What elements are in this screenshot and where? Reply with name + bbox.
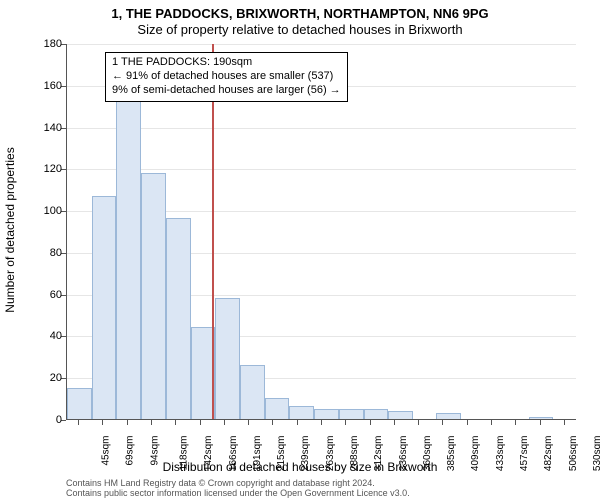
chart-title-sub: Size of property relative to detached ho… bbox=[0, 22, 600, 37]
annotation-line1: 1 THE PADDOCKS: 190sqm bbox=[112, 56, 341, 70]
ytick-label: 120 bbox=[32, 163, 62, 175]
ytick-label: 180 bbox=[32, 38, 62, 50]
xtick-mark bbox=[297, 420, 298, 425]
bar bbox=[529, 417, 554, 419]
xtick-mark bbox=[102, 420, 103, 425]
ytick-label: 80 bbox=[32, 247, 62, 259]
xtick-mark bbox=[540, 420, 541, 425]
bar bbox=[215, 298, 240, 419]
annotation-box: 1 THE PADDOCKS: 190sqm ← 91% of detached… bbox=[105, 52, 348, 102]
bar bbox=[92, 196, 117, 420]
bar bbox=[289, 406, 314, 419]
ytick-label: 20 bbox=[32, 372, 62, 384]
xtick-mark bbox=[442, 420, 443, 425]
bar bbox=[436, 413, 461, 419]
xtick-mark bbox=[345, 420, 346, 425]
xtick-mark bbox=[321, 420, 322, 425]
xtick-mark bbox=[394, 420, 395, 425]
footer-line2: Contains public sector information licen… bbox=[66, 488, 410, 498]
bar bbox=[166, 218, 191, 419]
ytick-label: 160 bbox=[32, 80, 62, 92]
xtick-mark bbox=[175, 420, 176, 425]
footer-attribution: Contains HM Land Registry data © Crown c… bbox=[66, 478, 410, 499]
x-axis-label: Distribution of detached houses by size … bbox=[0, 460, 600, 474]
bar bbox=[141, 173, 166, 419]
bar bbox=[364, 409, 389, 419]
xtick-mark bbox=[151, 420, 152, 425]
xtick-mark bbox=[418, 420, 419, 425]
bar bbox=[388, 411, 413, 419]
annotation-line3: 9% of semi-detached houses are larger (5… bbox=[112, 84, 341, 98]
xtick-mark bbox=[370, 420, 371, 425]
footer-line1: Contains HM Land Registry data © Crown c… bbox=[66, 478, 410, 488]
ytick-label: 140 bbox=[32, 122, 62, 134]
xtick-mark bbox=[248, 420, 249, 425]
bar bbox=[240, 365, 265, 419]
bar bbox=[67, 388, 92, 419]
xtick-mark bbox=[491, 420, 492, 425]
ytick-label: 100 bbox=[32, 205, 62, 217]
bar bbox=[339, 409, 364, 419]
annotation-line2: ← 91% of detached houses are smaller (53… bbox=[112, 70, 341, 84]
bar bbox=[116, 93, 141, 419]
ytick-label: 60 bbox=[32, 289, 62, 301]
plot-area: 1 THE PADDOCKS: 190sqm ← 91% of detached… bbox=[66, 44, 576, 420]
chart-container: 1, THE PADDOCKS, BRIXWORTH, NORTHAMPTON,… bbox=[0, 0, 600, 500]
xtick-mark bbox=[467, 420, 468, 425]
ytick-label: 40 bbox=[32, 330, 62, 342]
xtick-mark bbox=[272, 420, 273, 425]
bar bbox=[265, 398, 290, 419]
xtick-mark bbox=[515, 420, 516, 425]
chart-title-main: 1, THE PADDOCKS, BRIXWORTH, NORTHAMPTON,… bbox=[0, 6, 600, 21]
y-axis-label: Number of detached properties bbox=[3, 147, 17, 312]
xtick-mark bbox=[224, 420, 225, 425]
xtick-mark bbox=[78, 420, 79, 425]
xtick-mark bbox=[200, 420, 201, 425]
ytick-label: 0 bbox=[32, 414, 62, 426]
xtick-mark bbox=[127, 420, 128, 425]
xtick-mark bbox=[564, 420, 565, 425]
bar bbox=[314, 409, 339, 419]
